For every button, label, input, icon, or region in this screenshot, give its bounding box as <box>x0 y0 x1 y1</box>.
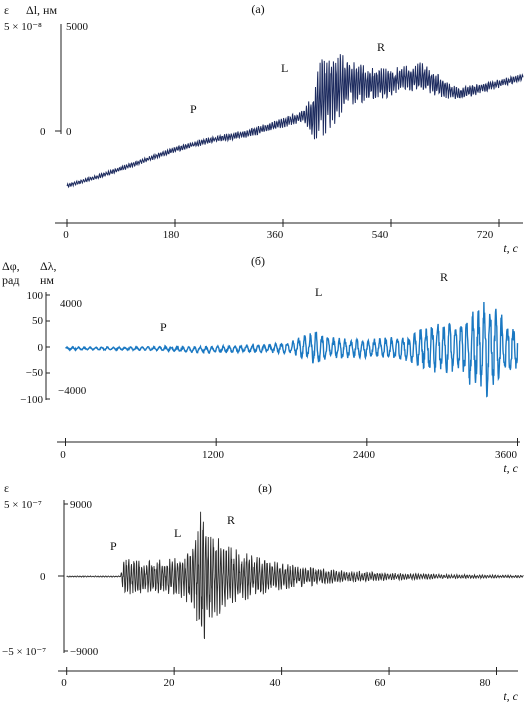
panel-b-x-tick-label: 2400 <box>353 449 376 461</box>
panel-b-left-tick: 100 <box>27 290 44 302</box>
panel-a-x-ticks: 0 180 360 540 720 <box>63 229 494 241</box>
panel-b-x-tick-label: 0 <box>60 449 66 461</box>
panel-b-left-tick: 50 <box>32 315 44 327</box>
panel-b-trace <box>65 301 519 398</box>
phase-label-p: P <box>160 320 167 334</box>
phase-label-r: R <box>227 513 235 527</box>
panel-c-right-tick-bottom: −9000 <box>70 646 99 658</box>
panel-b-left-tick: −100 <box>20 394 43 406</box>
panel-b: (б) Δφ, рад Δλ, нм 100 50 0 −50 −100 400… <box>2 254 520 475</box>
panel-c: (в) ε 5 × 10⁻⁷ 0 −5 × 10⁻⁷ 9000 −9000 0 … <box>2 481 524 703</box>
phase-label-p: P <box>110 539 117 553</box>
panel-a: (а) ε Δl, нм 5 × 10⁻⁸ 5000 0 0 0 180 360… <box>4 2 524 255</box>
panel-a-left-tick-zero: 0 <box>40 126 46 138</box>
panel-b-right-axis-label: Δλ, нм <box>40 259 60 287</box>
panel-c-x-tick-label: 0 <box>61 677 67 689</box>
panel-c-left-tick-zero: 0 <box>40 571 46 583</box>
panel-a-x-tick-label: 180 <box>163 229 180 241</box>
panel-a-right-axis-label: Δl, нм <box>26 3 57 17</box>
panel-b-x-axis-label: t, с <box>503 461 518 475</box>
panel-b-x-axis <box>57 438 520 446</box>
panel-a-x-tick-label: 540 <box>372 229 389 241</box>
panel-a-left-tick-max: 5 × 10⁻⁸ <box>4 21 42 33</box>
panel-c-x-tick-label: 40 <box>270 677 282 689</box>
panel-c-left-tick-top: 5 × 10⁻⁷ <box>4 499 42 511</box>
panel-a-right-tick-max: 5000 <box>66 21 89 33</box>
panel-b-title: (б) <box>251 254 265 268</box>
panel-b-right-axis-label-line1: Δλ, <box>40 259 57 273</box>
panel-b-left-tick: −50 <box>26 367 44 379</box>
panel-a-x-tick-label: 720 <box>477 229 494 241</box>
panel-c-left-axis-label: ε <box>4 481 9 495</box>
panel-a-right-tick-zero: 0 <box>66 126 72 138</box>
panel-b-x-ticks: 0 1200 2400 3600 <box>60 449 517 461</box>
phase-label-l: L <box>174 526 181 540</box>
panel-b-right-axis-label-line2: нм <box>40 273 54 287</box>
panel-b-left-ticks: 100 50 0 −50 −100 <box>20 290 50 406</box>
panel-a-x-axis-label: t, с <box>503 241 518 255</box>
panel-c-phase-labels: P L R <box>110 513 235 553</box>
panel-b-phase-labels: P L R <box>160 270 448 334</box>
phase-label-r: R <box>440 270 448 284</box>
panel-c-x-tick-label: 20 <box>164 677 176 689</box>
phase-label-p: P <box>190 102 197 116</box>
panel-a-trace <box>66 54 524 189</box>
panel-b-x-tick-label: 1200 <box>202 449 225 461</box>
panel-a-title: (а) <box>251 2 264 16</box>
panel-b-left-axis-label-line2: рад <box>2 273 19 287</box>
panel-b-right-tick-top: 4000 <box>60 298 83 310</box>
panel-a-x-tick-label: 360 <box>267 229 284 241</box>
panel-a-phase-labels: P L R <box>190 40 385 116</box>
panel-b-x-tick-label: 3600 <box>495 449 518 461</box>
phase-label-l: L <box>315 285 322 299</box>
panel-a-left-axis-label: ε <box>4 3 9 17</box>
panel-c-x-axis-label: t, с <box>503 689 518 703</box>
panel-b-right-tick-bottom: −4000 <box>58 385 87 397</box>
panel-c-x-axis <box>58 667 518 675</box>
panel-a-x-axis <box>55 219 523 227</box>
panel-c-right-tick-top: 9000 <box>70 499 93 511</box>
panel-b-left-axis-label: Δφ, рад <box>2 259 23 287</box>
panel-a-x-tick-label: 0 <box>63 229 69 241</box>
panel-c-x-tick-label: 60 <box>375 677 387 689</box>
panel-b-left-axis-label-line1: Δφ, <box>2 259 20 273</box>
panel-b-left-tick: 0 <box>38 342 44 354</box>
panel-c-trace <box>66 511 524 639</box>
panel-c-left-tick-bottom: −5 × 10⁻⁷ <box>2 646 46 658</box>
phase-label-r: R <box>377 40 385 54</box>
phase-label-l: L <box>281 61 288 75</box>
panel-c-x-tick-label: 80 <box>480 677 492 689</box>
panel-c-title: (в) <box>258 481 272 495</box>
panel-c-x-ticks: 0 20 40 60 80 <box>61 677 491 689</box>
